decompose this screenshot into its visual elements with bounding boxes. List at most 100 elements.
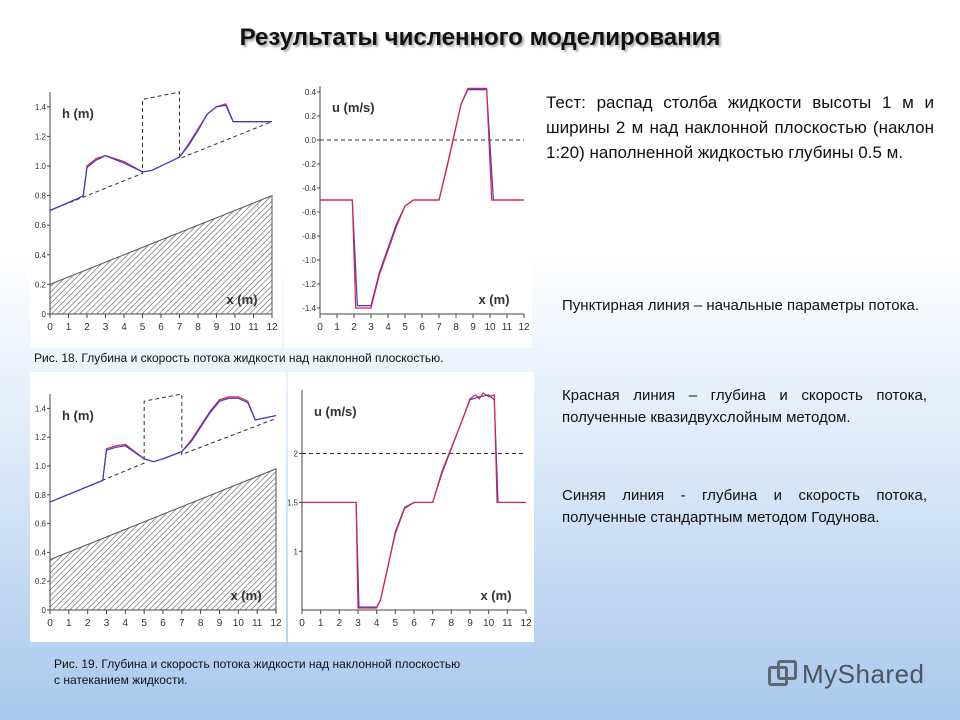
y-tick-label: 0.0 [305, 136, 317, 145]
logo-icon [768, 660, 797, 688]
x-axis-label: x (m) [230, 588, 261, 603]
x-tick-label: 11 [252, 618, 263, 629]
fig19-caption-line2: с натеканием жидкости. [54, 673, 188, 687]
red-series-line [302, 392, 526, 609]
x-tick-label: 0 [47, 322, 53, 333]
logo-text: MyShared [802, 658, 925, 689]
y-tick-label: 1.2 [35, 132, 47, 141]
x-tick-label: 2 [84, 322, 90, 333]
x-tick-label: 6 [419, 322, 425, 333]
x-tick-label: 5 [393, 618, 399, 629]
blue-series-line [49, 397, 277, 503]
initial-profile-dashed [49, 393, 277, 503]
y-tick-label: 0.6 [35, 221, 47, 230]
blue-series-line [320, 89, 524, 307]
y-tick-label: 0.2 [35, 577, 47, 586]
y-tick-label: 1.5 [288, 498, 299, 507]
x-axis-label: x (m) [478, 292, 509, 307]
note-dashed-line: Пунктирная линия – начальные параметры п… [562, 297, 920, 314]
y-tick-label: -1.0 [302, 256, 316, 265]
y-tick-label: 2 [294, 450, 299, 459]
x-tick-label: 5 [402, 322, 408, 333]
y-axis-label: h (m) [62, 106, 94, 121]
x-tick-label: 2 [351, 322, 357, 333]
note-red-line: Красная линия – глубина и скорость поток… [562, 387, 927, 426]
x-tick-label: 3 [368, 322, 374, 333]
x-tick-label: 4 [374, 618, 380, 629]
x-tick-label: 11 [502, 322, 513, 333]
initial-profile-dashed [49, 91, 273, 211]
fig19-caption: Рис. 19. Глубина и скорость потока жидко… [54, 656, 460, 688]
y-tick-label: 1 [294, 547, 299, 556]
slide-title: Результаты численного моделирования [239, 24, 721, 51]
y-tick-label: 0.4 [35, 548, 47, 557]
x-tick-label: 4 [121, 322, 127, 333]
y-tick-label: -0.4 [302, 184, 316, 193]
x-tick-label: 4 [385, 322, 391, 333]
x-tick-label: 1 [334, 322, 340, 333]
x-tick-label: 5 [141, 618, 147, 629]
x-tick-label: 11 [248, 322, 259, 333]
x-tick-label: 12 [518, 322, 530, 333]
y-tick-label: -0.6 [302, 208, 316, 217]
x-tick-label: 6 [160, 618, 166, 629]
x-tick-label: 4 [123, 618, 129, 629]
y-tick-label: 0.4 [305, 88, 317, 97]
x-tick-label: 12 [270, 618, 282, 629]
y-tick-label: 0 [42, 606, 47, 615]
test-description: Тест: распад столба жидкости высоты 1 м … [546, 93, 934, 162]
y-tick-label: 0 [42, 310, 47, 319]
x-tick-label: 9 [217, 618, 223, 629]
y-tick-label: -0.2 [302, 160, 316, 169]
y-tick-label: 1.4 [35, 103, 47, 112]
y-tick-label: -0.8 [302, 232, 316, 241]
myshared-logo: MyShared [768, 656, 925, 692]
y-axis-label: u (m/s) [332, 100, 375, 115]
x-tick-label: 11 [502, 618, 513, 629]
x-tick-label: 6 [411, 618, 417, 629]
y-tick-label: 1.4 [35, 404, 47, 413]
x-tick-label: 1 [318, 618, 324, 629]
x-tick-label: 8 [198, 618, 204, 629]
x-tick-label: 0 [317, 322, 323, 333]
x-axis-label: x (m) [226, 292, 257, 307]
y-tick-label: 0.8 [35, 192, 47, 201]
x-tick-label: 10 [484, 322, 496, 333]
x-tick-label: 9 [470, 322, 476, 333]
x-tick-label: 8 [449, 618, 455, 629]
x-tick-label: 3 [103, 322, 109, 333]
fig18-caption: Рис. 18. Глубина и скорость потока жидко… [34, 351, 444, 365]
y-tick-label: 0.4 [35, 251, 47, 260]
blue-series-line [49, 104, 272, 211]
y-axis-label: u (m/s) [314, 404, 357, 419]
x-tick-label: 1 [66, 618, 72, 629]
x-tick-label: 6 [158, 322, 164, 333]
fig18-velocity-chart: 0 1 2 3 4 5 6 7 8 9 10 11 120.40.20.0-0.2-0.4-0.6-0.… [302, 86, 530, 333]
fig18-depth-panel: 0 1 2 3 4 5 6 7 8 9 10 11 12 0 0.2 0.4 0.6 0.8 1.0 1.2 1.4 h … [30, 86, 282, 348]
x-tick-label: 10 [233, 618, 245, 629]
x-tick-label: 3 [355, 618, 361, 629]
x-tick-label: 9 [214, 322, 220, 333]
x-tick-label: 7 [177, 322, 183, 333]
x-tick-label: 2 [337, 618, 343, 629]
x-tick-label: 8 [453, 322, 459, 333]
x-tick-label: 12 [520, 618, 532, 629]
y-axis-label: h (m) [62, 408, 94, 423]
x-tick-label: 7 [430, 618, 436, 629]
x-tick-label: 12 [266, 322, 278, 333]
fig19-depth-panel: 0 1 2 3 4 5 6 7 8 9 10 11 12 0 0.2 0.4 0.6 0.8 1.0 1.2 1.4 h … [30, 372, 286, 642]
fig19-caption-line1: Рис. 19. Глубина и скорость потока жидко… [54, 657, 461, 671]
y-tick-label: -1.2 [302, 280, 316, 289]
x-tick-label: 0 [299, 618, 305, 629]
y-tick-label: 1.0 [35, 162, 47, 171]
fig18-velocity-panel: 0 1 2 3 4 5 6 7 8 9 10 11 12 0.4 0.2 0.0 -0.2 -0.4 -0.6 -0.… [284, 80, 532, 348]
x-tick-label: 2 [85, 618, 91, 629]
y-tick-label: 1.0 [35, 462, 47, 471]
x-tick-label: 3 [104, 618, 110, 629]
fig19-velocity-panel: 0 1 2 3 4 5 6 7 8 9 10 11 12 2 1.5 1 u (m/s) x (m) [288, 372, 534, 642]
y-tick-label: 0.2 [35, 280, 47, 289]
x-tick-label: 5 [140, 322, 146, 333]
